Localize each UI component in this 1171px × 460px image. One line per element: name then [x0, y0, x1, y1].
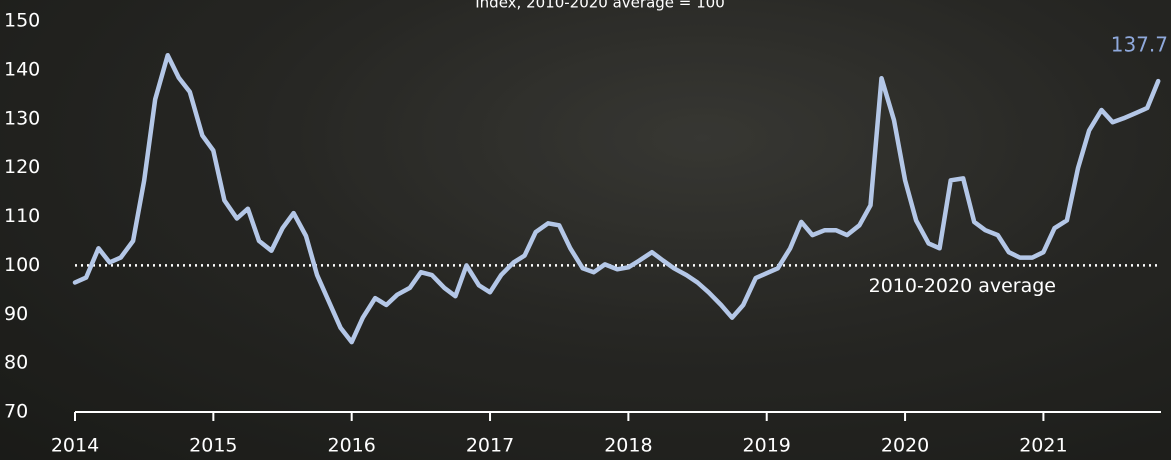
y-tick-label: 150 — [4, 10, 40, 32]
y-tick-label: 140 — [4, 58, 40, 80]
x-tick-label: 2017 — [466, 435, 514, 457]
chart-subtitle: Index, 2010-2020 average = 100 — [475, 0, 725, 12]
x-tick-label: 2018 — [604, 435, 652, 457]
x-tick-label: 2015 — [189, 435, 237, 457]
x-tick-label: 2014 — [51, 435, 99, 457]
y-tick-label: 80 — [4, 352, 28, 374]
y-tick-label: 100 — [4, 254, 40, 276]
x-tick-label: 2021 — [1019, 435, 1067, 457]
y-tick-label: 70 — [4, 401, 28, 423]
x-tick-label: 2019 — [743, 435, 791, 457]
y-tick-label: 90 — [4, 303, 28, 325]
y-tick-label: 130 — [4, 107, 40, 129]
reference-label: 2010-2020 average — [869, 275, 1056, 297]
y-tick-label: 120 — [4, 156, 40, 178]
y-tick-label: 110 — [4, 205, 40, 227]
page: Index, 2010-2020 average = 100 70 80 90 100… — [0, 0, 1171, 460]
end-label: 137.7 — [1111, 33, 1168, 57]
chart: Index, 2010-2020 average = 100 70 80 90 100… — [0, 0, 1171, 460]
x-tick-label: 2020 — [881, 435, 929, 457]
x-tick-label: 2016 — [328, 435, 376, 457]
